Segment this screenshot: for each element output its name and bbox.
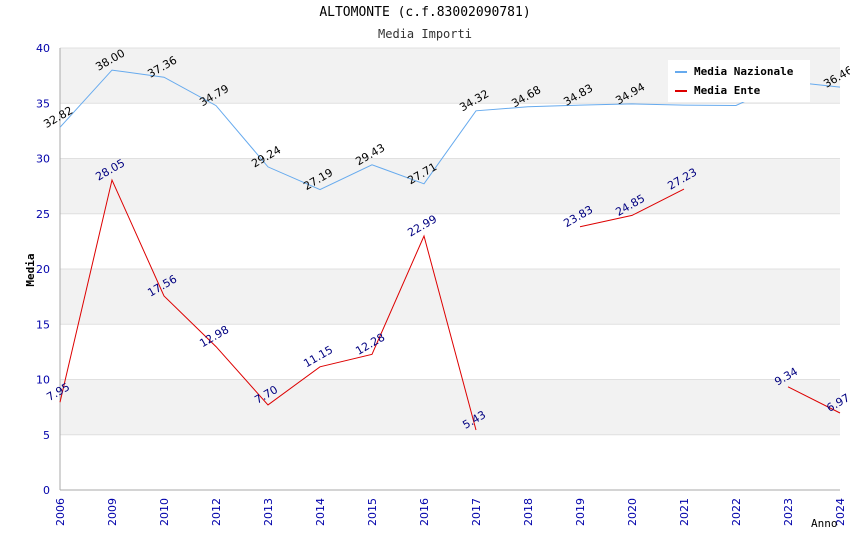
band-25 [60,158,840,214]
series-lines [59,69,841,431]
legend: Media Nazionale Media Ente [668,60,810,102]
series-line-0 [59,69,841,191]
y-tick-label: 25 [36,208,50,221]
y-axis-label: Media [24,253,37,286]
x-tick-label: 2021 [678,498,691,526]
band-15 [60,269,840,325]
x-tick-label: 2016 [418,498,431,526]
y-tick-label: 10 [36,374,50,387]
x-tick-label: 2014 [314,498,327,526]
x-tick-label: 2019 [574,498,587,526]
y-tick-label: 5 [43,429,50,442]
x-tick-labels: 2006 2009 2010 2012 2013 2014 2015 2016 2017 2018… [54,498,847,526]
x-tick-label: 2010 [158,498,171,526]
y-tick-label: 0 [43,484,50,497]
background-bands [60,48,840,490]
y-tick-label: 30 [36,153,50,166]
legend-box [668,60,810,102]
y-tick-label: 20 [36,263,50,276]
y-tick-label: 15 [36,318,50,331]
y-tick-labels: 0 5 10 15 20 25 30 35 40 [36,42,50,497]
band-20 [60,213,840,269]
y-tick-label: 40 [36,42,50,55]
chart-subtitle: Media Importi [378,27,472,41]
band-5 [60,379,840,435]
x-tick-label: 2024 [834,498,847,526]
series-line-1 [579,188,685,228]
x-tick-label: 2023 [782,498,795,526]
legend-label-nazionale: Media Nazionale [694,65,794,78]
x-tick-label: 2015 [366,498,379,526]
axes [59,48,840,491]
band-30 [60,103,840,159]
y-tick-label: 35 [36,97,50,110]
x-tick-label: 2013 [262,498,275,526]
x-tick-label: 2022 [730,498,743,526]
series-line-1 [787,386,841,414]
x-tick-label: 2009 [106,498,119,526]
x-axis-label: Anno [811,517,838,530]
band-0 [60,434,840,490]
x-tick-label: 2020 [626,498,639,526]
x-tick-label: 2012 [210,498,223,526]
chart-title: ALTOMONTE (c.f.83002090781) [319,5,531,20]
grid-lines [60,47,840,491]
series-line-1 [59,178,477,431]
legend-label-ente: Media Ente [694,84,761,97]
x-tick-label: 2017 [470,498,483,526]
x-tick-label: 2006 [54,498,67,526]
x-tick-label: 2018 [522,498,535,526]
